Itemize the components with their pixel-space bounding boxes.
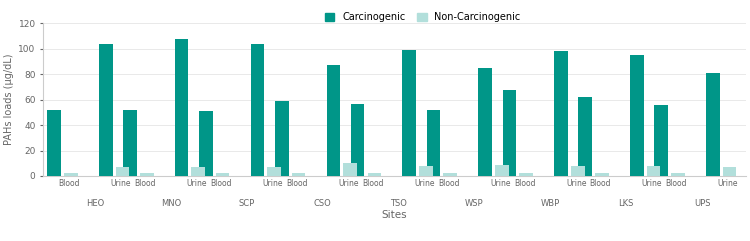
Bar <box>554 51 568 176</box>
Bar <box>116 167 129 176</box>
Text: SCP: SCP <box>238 199 255 208</box>
Text: CSO: CSO <box>314 199 332 208</box>
Bar <box>503 89 516 176</box>
Bar <box>191 167 206 176</box>
Text: HEO: HEO <box>86 199 104 208</box>
Bar <box>175 39 188 176</box>
Bar <box>419 166 433 176</box>
Bar <box>478 68 492 176</box>
Bar <box>495 165 508 176</box>
Bar <box>630 55 644 176</box>
Bar <box>706 73 719 176</box>
Text: TSO: TSO <box>390 199 407 208</box>
Text: MNO: MNO <box>160 199 181 208</box>
Bar <box>722 167 736 176</box>
Bar <box>578 97 592 176</box>
Bar <box>596 174 609 176</box>
Bar <box>427 110 440 176</box>
Bar <box>64 174 78 176</box>
Bar <box>251 44 264 176</box>
Bar <box>671 174 685 176</box>
Bar <box>344 163 357 176</box>
Bar <box>403 50 416 176</box>
Text: WSP: WSP <box>465 199 484 208</box>
Text: LKS: LKS <box>619 199 634 208</box>
Bar <box>275 101 289 176</box>
Text: WBP: WBP <box>541 199 560 208</box>
Bar <box>654 105 668 176</box>
Bar <box>292 174 305 176</box>
Y-axis label: PAHs loads (μg/dL): PAHs loads (μg/dL) <box>4 54 14 146</box>
Bar <box>368 174 381 176</box>
Text: UPS: UPS <box>694 199 710 208</box>
X-axis label: Sites: Sites <box>382 210 407 220</box>
Bar <box>123 110 136 176</box>
Bar <box>216 174 229 176</box>
Bar <box>267 167 281 176</box>
Bar <box>646 166 661 176</box>
Bar <box>519 174 533 176</box>
Bar <box>47 110 61 176</box>
Bar <box>99 44 112 176</box>
Bar <box>326 65 340 176</box>
Bar <box>443 174 457 176</box>
Bar <box>199 111 213 176</box>
Legend: Carcinogenic, Non-Carcinogenic: Carcinogenic, Non-Carcinogenic <box>321 8 524 26</box>
Bar <box>571 166 584 176</box>
Bar <box>140 174 154 176</box>
Bar <box>351 104 364 176</box>
